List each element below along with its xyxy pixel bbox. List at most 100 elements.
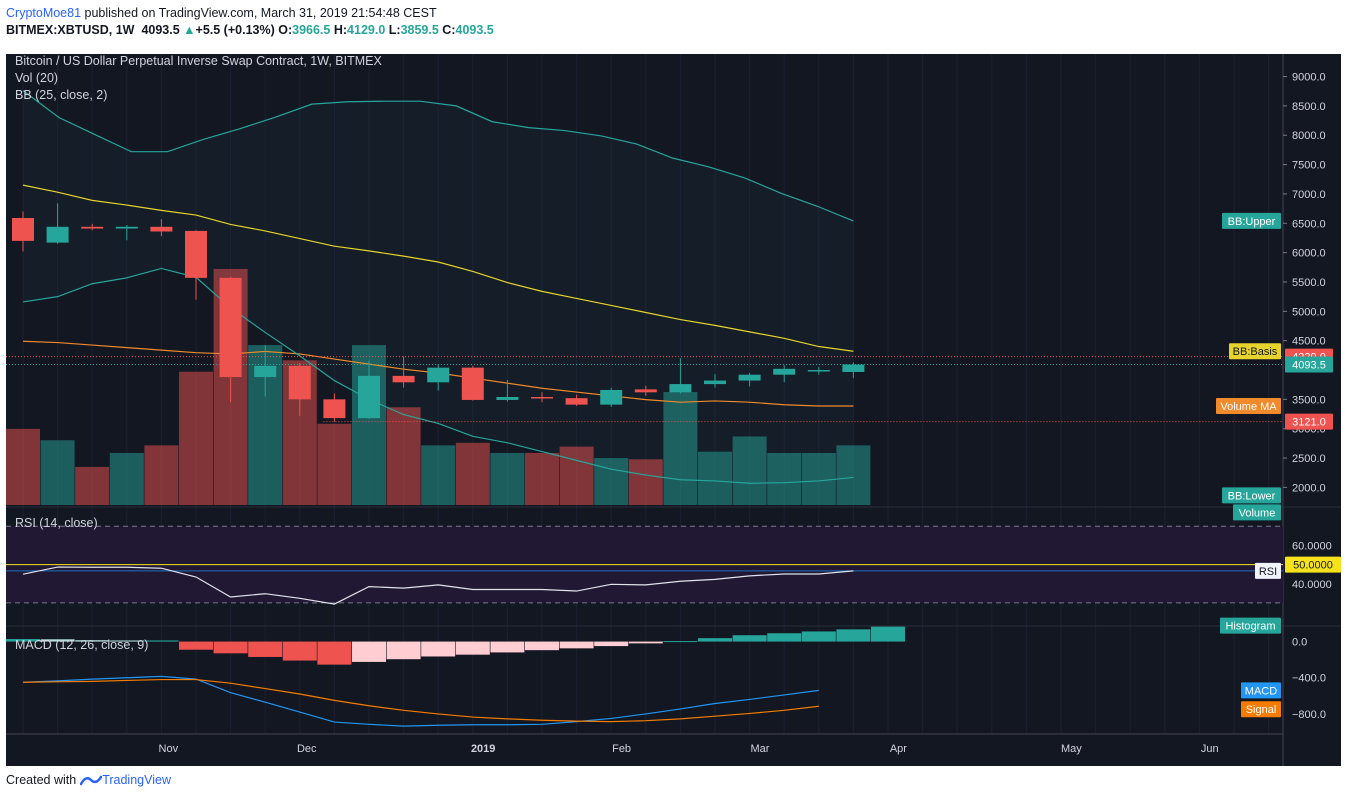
bb-basis-line [22, 184, 854, 352]
price-tick-label: 9000.0 [1292, 72, 1326, 84]
low-value: 3859.5 [400, 23, 439, 37]
macd-histogram-bar [801, 631, 836, 642]
candle-body [565, 398, 588, 405]
volume-bar [490, 452, 525, 505]
price-tick-label: 7500.0 [1292, 160, 1326, 172]
chart-header: CryptoMoe81 published on TradingView.com… [0, 0, 1348, 42]
candle-body [634, 389, 657, 393]
macd-histogram-bar [698, 638, 732, 642]
rsi-mid-badge-text: 50.0000 [1293, 560, 1333, 572]
macd-histogram-bar [144, 640, 179, 642]
bb-basis-badge: BB:Basis [1229, 343, 1281, 360]
candle-body [219, 277, 242, 378]
published-text: published on TradingView.com, March 31, … [81, 6, 437, 20]
volume-bar [836, 445, 871, 505]
price-axis[interactable]: 9000.0 8500.0 8000.0 7500.0 7000.0 6500.0 6000… [1283, 72, 1332, 721]
time-axis[interactable]: Nov Dec 2019 Feb Mar Apr May Jun [159, 743, 1219, 755]
volume-ma-badge: Volume MA [1216, 398, 1281, 414]
publish-line: CryptoMoe81 published on TradingView.com… [6, 6, 437, 20]
tradingview-logo[interactable]: TradingView [80, 773, 171, 787]
ohlc-line: BITMEX:XBTUSD, 1W 4093.5 ▲+5.5 (+0.13%) … [6, 23, 494, 37]
price-badges: BB:UpperBB:Basis4229.04093.53121.0Volume… [1216, 212, 1341, 718]
macd-badge-text: MACD [1245, 685, 1277, 697]
last-price-badge-bg [1285, 356, 1333, 373]
signal-badge-text: Signal [1246, 704, 1277, 716]
macd-badge-bg [1241, 682, 1281, 699]
candle-body [496, 397, 519, 400]
macd-legend[interactable]: MACD (12, 26, close, 9) [15, 638, 148, 652]
bb-basis-badge-text: BB:Basis [1233, 346, 1278, 358]
rsi-badge-bg [1255, 562, 1281, 579]
rsi-legend[interactable]: RSI (14, close) [15, 516, 98, 530]
candle-body [81, 226, 104, 229]
candle-body [531, 397, 553, 399]
rsi-badge-text: RSI [1259, 566, 1277, 578]
vol-legend[interactable]: Vol (20) [15, 71, 58, 85]
volume-bar [767, 452, 802, 505]
time-tick-label: Jun [1201, 743, 1219, 755]
macd-tick-label: −400.0 [1292, 673, 1326, 685]
bb-lower-badge-text: BB:Lower [1228, 490, 1276, 502]
candle-body [288, 365, 311, 400]
macd-histogram-bar [6, 639, 40, 642]
symbol-label: BITMEX:XBTUSD, 1W [6, 23, 135, 37]
bb-basis-badge-bg [1229, 343, 1281, 360]
volume-bar [455, 442, 490, 505]
bb-lower-line [22, 267, 854, 484]
macd-histogram-bar [282, 641, 317, 661]
macd-tick-label: 0.0 [1292, 637, 1307, 649]
last-price-label: 4093.5 [141, 23, 180, 37]
price-tick-label: 7000.0 [1292, 189, 1326, 201]
volume-bar [144, 445, 179, 505]
chart-canvas[interactable]: 9000.0 8500.0 8000.0 7500.0 7000.0 6500.0 6000… [0, 42, 1348, 766]
macd-histogram-bar [594, 641, 629, 647]
rsi-pane [6, 525, 1283, 605]
last-price-badge-text: 4093.5 [1292, 360, 1326, 372]
bollinger-fill-area [23, 90, 854, 484]
volume-badge-text: Volume [1239, 507, 1276, 519]
macd-histogram-bar [525, 641, 559, 651]
macd-histogram-bar [559, 641, 594, 649]
macd-histogram-bar [455, 641, 490, 655]
change-label: +5.5 (+0.13%) [195, 23, 275, 37]
rsi-tick-label: 60.0000 [1292, 540, 1332, 552]
time-tick-label: May [1061, 743, 1082, 755]
price-lines [6, 356, 1283, 423]
candles [12, 203, 865, 422]
macd-histogram-bar [628, 641, 663, 644]
price-tick-label: 5500.0 [1292, 277, 1326, 289]
candle-body [773, 368, 796, 375]
high-value: 4129.0 [347, 23, 386, 37]
price-tick-label: 2000.0 [1292, 482, 1326, 494]
macd-pane [6, 626, 905, 727]
open-value: 3966.5 [292, 23, 331, 37]
volume-bars [6, 268, 871, 505]
rsi-badge: RSI [1255, 562, 1281, 579]
histogram-badge-bg [1220, 617, 1281, 634]
macd-histogram-bar [386, 641, 421, 660]
time-tick-label: Feb [612, 743, 631, 755]
volume-bar [75, 466, 110, 505]
candle-body [704, 380, 726, 385]
tradingview-icon [80, 775, 103, 786]
low-price-badge-text: 3121.0 [1292, 417, 1326, 429]
bb-lower-badge: BB:Lower [1222, 487, 1281, 504]
price-tick-label: 5000.0 [1292, 306, 1326, 318]
candle-body [669, 384, 692, 393]
time-tick-label: Dec [297, 743, 317, 755]
rsi-tick-label: 40.0000 [1292, 579, 1332, 591]
volume-badge-bg [1233, 504, 1281, 521]
candle-body [392, 375, 415, 383]
chart-title: Bitcoin / US Dollar Perpetual Inverse Sw… [15, 54, 382, 68]
macd-histogram-bar [767, 633, 802, 642]
tradingview-brand: TradingView [102, 773, 171, 787]
rsi-mid-badge-bg [1285, 556, 1341, 573]
bollinger-bands [22, 90, 854, 484]
macd-histogram-bar [663, 641, 698, 643]
bb-legend[interactable]: BB (25, close, 2) [15, 88, 107, 102]
volume-bar [386, 407, 421, 505]
footer: Created with TradingView [6, 773, 171, 787]
price-tick-label: 6500.0 [1292, 218, 1326, 230]
author-link[interactable]: CryptoMoe81 [6, 6, 82, 20]
candle-body [12, 217, 34, 241]
